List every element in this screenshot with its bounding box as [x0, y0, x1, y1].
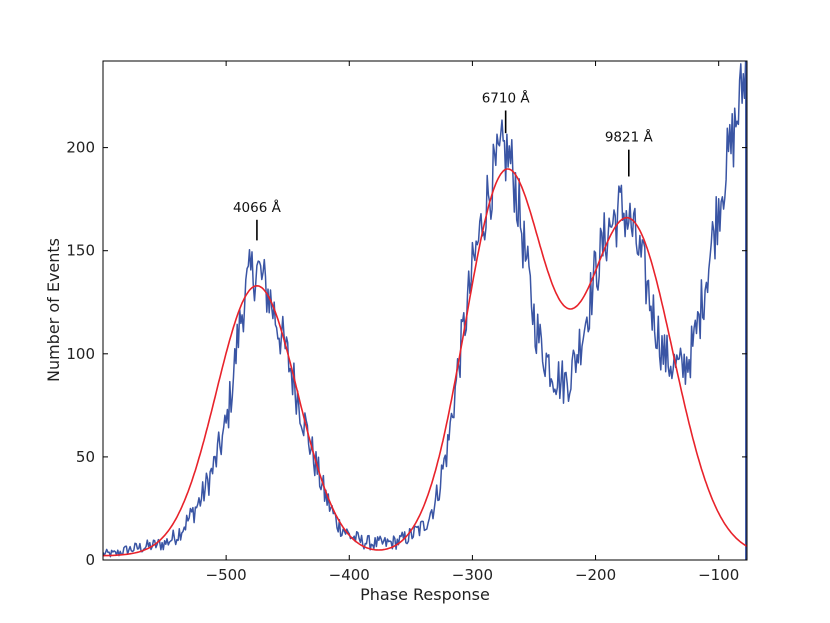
y-tick-label: 100 — [66, 345, 95, 363]
annotation-label-0: 4066 Å — [233, 199, 282, 216]
y-axis-label: Number of Events — [44, 238, 63, 382]
annotations: 4066 Å 6710 Å 9821 Å — [233, 89, 654, 241]
x-tick-label: −200 — [575, 566, 616, 584]
x-tick-label: −400 — [329, 566, 370, 584]
plot-area — [103, 61, 747, 560]
y-tick-label: 150 — [66, 242, 95, 260]
series-line-measured — [103, 61, 747, 560]
annotation-label-1: 6710 Å — [482, 89, 531, 106]
x-tick-label: −100 — [698, 566, 739, 584]
y-tick-label: 200 — [66, 139, 95, 157]
annotation-label-2: 9821 Å — [605, 129, 654, 146]
x-axis-label: Phase Response — [360, 585, 490, 604]
series-line-fit — [103, 168, 747, 557]
x-tick-label: −500 — [206, 566, 247, 584]
y-tick-label: 50 — [76, 448, 95, 466]
axis-ticks: −500 −400 −300 −200 −100 0 50 100 150 200 — [66, 61, 747, 584]
y-tick-label: 0 — [85, 551, 95, 569]
x-tick-label: −300 — [452, 566, 493, 584]
plot-frame — [102, 60, 748, 561]
